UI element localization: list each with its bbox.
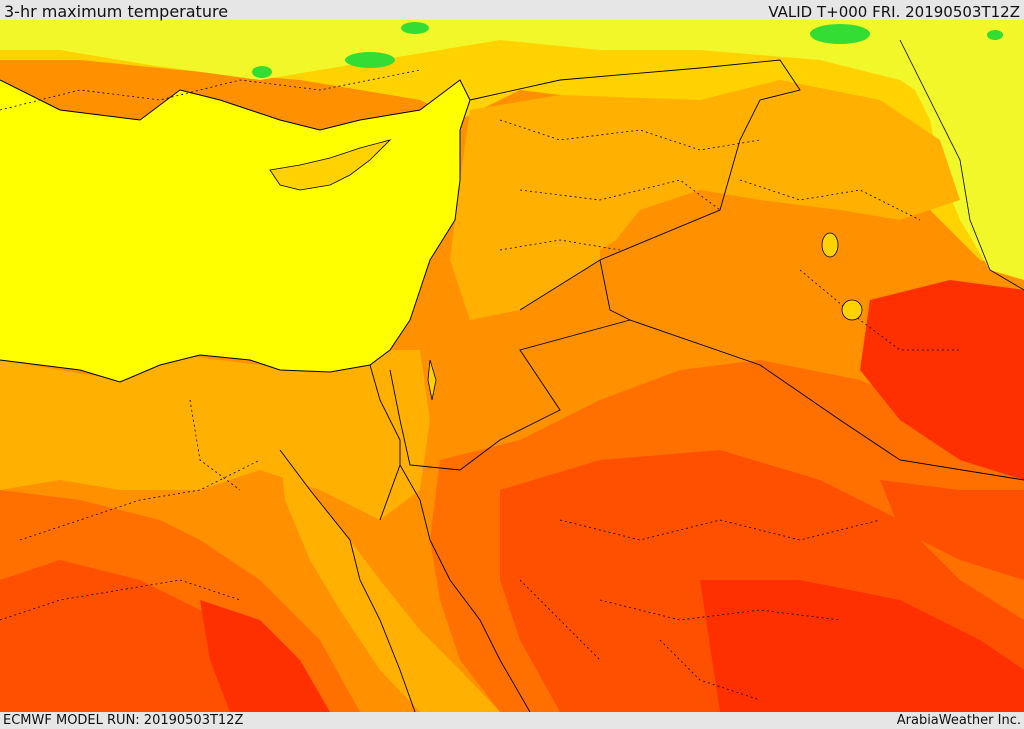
temperature-field-svg [0,20,1024,712]
arabia-red-2 [700,580,1024,712]
cyprus [269,139,392,191]
gulf-red [880,480,1024,580]
red-sea [280,450,500,712]
credit-label: ArabiaWeather Inc. [896,713,1021,728]
top-header-bar: 3-hr maximum temperature VALID T+000 FRI… [0,0,1024,20]
valid-time-label: VALID T+000 FRI. 20190503T12Z [768,3,1020,21]
anatolia-light [0,20,1024,140]
model-run-label: ECMWF MODEL RUN: 20190503T12Z [3,713,244,728]
weather-map[interactable] [0,20,1024,712]
eastern-border [899,39,1024,291]
caucasus-light [900,20,1024,280]
lake-2 [841,299,863,321]
egypt-north [0,350,430,520]
admin-boundaries [0,69,960,701]
lake-1 [821,232,839,258]
cool-patch-5 [987,30,1003,40]
jordan-border [389,319,631,471]
international-border [469,59,801,311]
bottom-footer-bar: ECMWF MODEL RUN: 20190503T12Z ArabiaWeat… [0,712,1024,729]
cool-patch-1 [401,22,429,34]
iraq-border [599,259,1024,481]
dead-sea [427,359,437,401]
syria-region [450,80,960,320]
cool-patch-4 [810,24,870,44]
map-title: 3-hr maximum temperature [4,2,229,21]
kuwait-red [860,280,1024,480]
red-sea-east-coast [399,464,531,712]
red-sea-west-coast [279,449,416,712]
sinai-border [369,364,401,521]
cool-patch-3 [252,66,272,78]
egypt-red-2 [200,600,330,712]
anatolia-region [0,20,1024,270]
cool-patch-2 [345,52,395,68]
coastline [0,79,471,383]
